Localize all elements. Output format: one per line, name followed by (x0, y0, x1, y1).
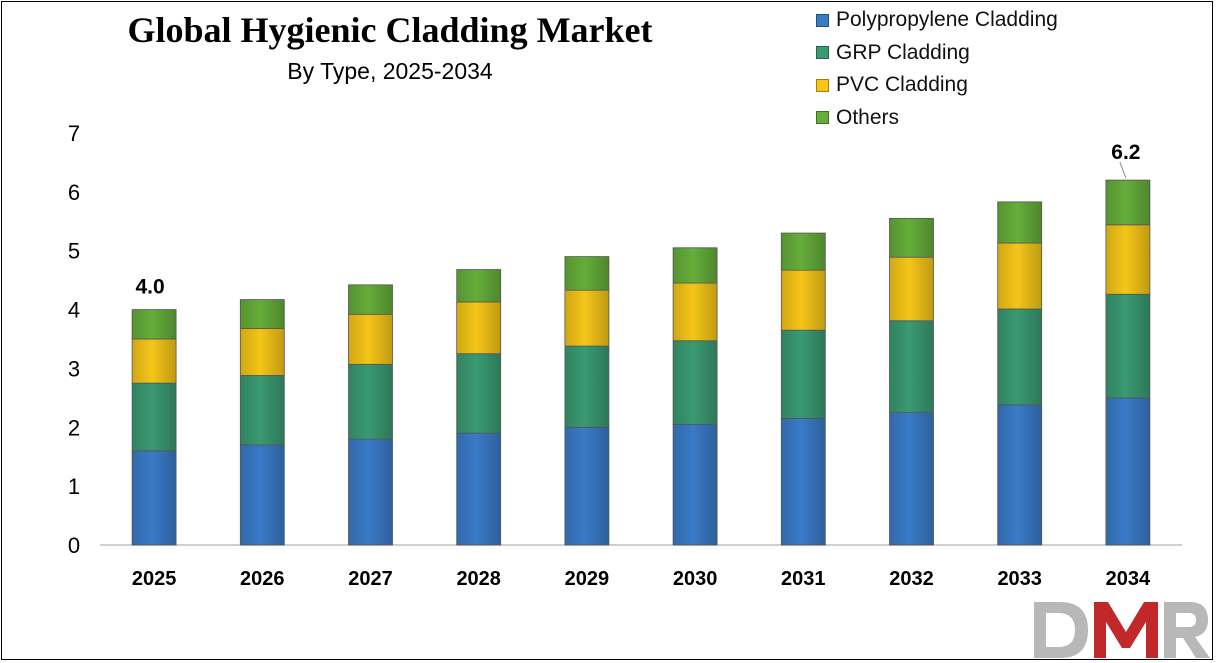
y-tick-label: 4 (68, 298, 80, 323)
bar-polypropylene-cladding-2033 (997, 404, 1043, 546)
bar-grp-cladding-2031 (780, 329, 826, 419)
bar-grp-cladding-2032 (889, 320, 934, 413)
bar-others-2032 (889, 217, 934, 258)
bar-pvc-cladding-2026 (239, 328, 285, 376)
y-tick-label: 1 (68, 474, 80, 499)
legend-item: Polypropylene Cladding (816, 4, 1058, 37)
bar-others-2033 (997, 201, 1043, 244)
bar-grp-cladding-2034 (1105, 293, 1151, 399)
legend-item: GRP Cladding (816, 37, 1058, 70)
bar-grp-cladding-2025 (131, 382, 177, 452)
bar-grp-cladding-2027 (348, 363, 393, 440)
y-tick-label: 5 (68, 239, 80, 264)
x-tick-label: 2027 (348, 568, 393, 590)
y-tick-label: 0 (68, 533, 80, 558)
bar-polypropylene-cladding-2027 (348, 438, 393, 546)
bar-grp-cladding-2026 (239, 375, 285, 446)
legend-label: Polypropylene Cladding (836, 8, 1058, 32)
legend-label: GRP Cladding (836, 40, 970, 64)
bar-pvc-cladding-2030 (672, 282, 718, 342)
legend-item: PVC Cladding (816, 69, 1058, 102)
bar-pvc-cladding-2031 (780, 269, 826, 331)
chart-legend: Polypropylene Cladding GRP Cladding PVC Cl… (816, 4, 1058, 134)
bar-polypropylene-cladding-2028 (456, 432, 502, 546)
legend-label: Others (836, 105, 900, 129)
bar-grp-cladding-2028 (456, 353, 502, 434)
legend-item: Others (816, 102, 1058, 135)
bar-pvc-cladding-2032 (889, 256, 934, 322)
y-tick-label: 3 (68, 356, 80, 381)
data-label-total: 4.0 (135, 276, 164, 299)
x-tick-label: 2028 (456, 568, 501, 590)
bar-others-2030 (672, 247, 718, 284)
bar-others-2031 (780, 232, 826, 271)
x-tick-label: 2025 (132, 568, 177, 590)
bar-polypropylene-cladding-2032 (889, 412, 934, 546)
y-tick-label: 6 (68, 180, 80, 205)
bar-others-2028 (456, 269, 502, 303)
bar-polypropylene-cladding-2031 (780, 418, 826, 546)
bar-pvc-cladding-2027 (348, 313, 393, 365)
legend-swatch (816, 78, 829, 92)
chart-title: Global Hygienic Cladding Market (127, 10, 653, 50)
bar-others-2029 (564, 256, 610, 291)
x-tick-label: 2031 (781, 568, 826, 590)
bar-polypropylene-cladding-2026 (239, 444, 285, 546)
bar-grp-cladding-2030 (672, 340, 718, 425)
bar-pvc-cladding-2025 (131, 338, 177, 384)
x-tick-label: 2032 (889, 568, 934, 590)
bar-others-2027 (348, 284, 393, 315)
chart-subtitle: By Type, 2025-2034 (287, 58, 493, 84)
x-tick-label: 2033 (997, 568, 1042, 590)
bar-pvc-cladding-2033 (997, 242, 1043, 310)
bar-others-2034 (1105, 179, 1151, 226)
legend-label: PVC Cladding (836, 73, 968, 97)
legend-swatch (816, 13, 829, 27)
bar-pvc-cladding-2028 (456, 301, 502, 355)
bar-pvc-cladding-2029 (564, 289, 610, 347)
bar-polypropylene-cladding-2034 (1105, 397, 1151, 546)
bar-others-2026 (239, 299, 285, 329)
y-tick-label: 2 (68, 415, 80, 440)
legend-swatch (816, 111, 829, 125)
bar-grp-cladding-2033 (997, 308, 1043, 406)
annotation-leader-line (1119, 161, 1127, 179)
bar-polypropylene-cladding-2025 (131, 450, 177, 546)
legend-swatch (816, 46, 829, 60)
x-tick-label: 2034 (1106, 568, 1151, 590)
bar-pvc-cladding-2034 (1105, 224, 1151, 295)
dmr-logo-mark (1034, 602, 1210, 658)
x-tick-label: 2030 (673, 568, 718, 590)
bar-grp-cladding-2029 (564, 345, 610, 428)
y-tick-label: 7 (68, 121, 80, 146)
data-label-total: 6.2 (1111, 141, 1140, 164)
bar-polypropylene-cladding-2030 (672, 423, 718, 546)
bar-others-2025 (131, 309, 177, 340)
x-tick-label: 2026 (240, 568, 285, 590)
bar-polypropylene-cladding-2029 (564, 426, 610, 546)
x-tick-label: 2029 (565, 568, 610, 590)
